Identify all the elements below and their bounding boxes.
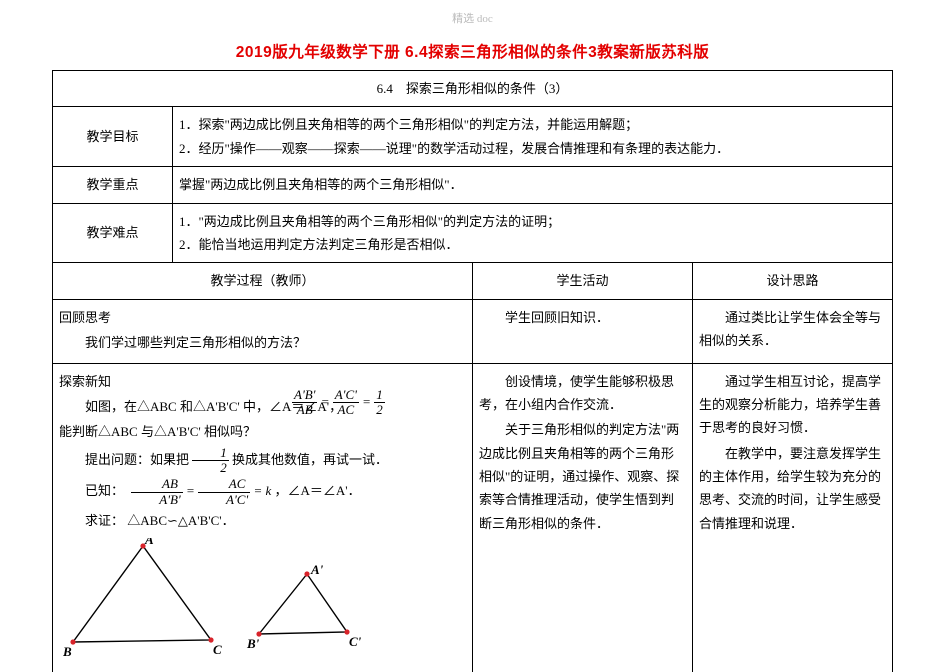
explore-process: 探索新知 如图，在△ABC 和△A'B'C' 中，∠A＝∠A'， 能判断△ABC…	[53, 363, 473, 672]
known-label: 已知：	[85, 483, 124, 498]
head-process: 教学过程（教师）	[53, 263, 473, 299]
svg-text:C: C	[213, 642, 222, 657]
explore-line1b: 能判断△ABC 与△A'B'C' 相似吗？	[59, 420, 466, 443]
explore-idea-2: 在教学中，要注意发挥学生的主体作用，给学生较为充分的思考、交流的时间，让学生感受…	[699, 442, 886, 536]
svg-text:B': B'	[246, 636, 260, 651]
goal-item-2: 2．经历"操作——观察——探索——说理"的数学活动过程，发展合情推理和有条理的表…	[179, 137, 886, 160]
focus-text: 掌握"两边成比例且夹角相等的两个三角形相似"．	[179, 177, 463, 192]
watermark-text: 精选 doc	[452, 10, 493, 26]
prove-text: △ABC∽△A'B'C'．	[127, 513, 234, 528]
goal-item-1: 1．探索"两边成比例且夹角相等的两个三角形相似"的判定方法，并能运用解题；	[179, 113, 886, 136]
explore-line2a: 提出问题：如果把	[85, 451, 189, 466]
explore-heading: 探索新知	[59, 370, 466, 393]
ratio-equation-overlay: A'B'AB = A'C'AC = 12	[292, 388, 385, 418]
explore-idea-1: 通过学生相互讨论，提高学生的观察分析能力，培养学生善于思考的良好习惯．	[699, 370, 886, 440]
explore-idea: 通过学生相互讨论，提高学生的观察分析能力，培养学生善于思考的良好习惯． 在教学中…	[693, 363, 893, 672]
svg-text:B: B	[63, 644, 72, 658]
diff-item-2: 2．能恰当地运用判定方法判定三角形是否相似．	[179, 233, 886, 256]
prove-label: 求证：	[85, 513, 124, 528]
focus-content: 掌握"两边成比例且夹角相等的两个三角形相似"．	[173, 167, 893, 203]
label-difficulty: 教学难点	[53, 203, 173, 263]
explore-known: 已知： ABA'B' = ACA'C' = k ，∠A＝∠A'．	[59, 477, 466, 507]
difficulty-content: 1．"两边成比例且夹角相等的两个三角形相似"的判定方法的证明； 2．能恰当地运用…	[173, 203, 893, 263]
known-tail: ，∠A＝∠A'．	[275, 483, 361, 498]
page-title: 2019版九年级数学下册 6.4探索三角形相似的条件3教案新版苏科版	[52, 40, 893, 62]
svg-text:A': A'	[310, 562, 324, 577]
section-title: 6.4 探索三角形相似的条件（3）	[53, 71, 893, 107]
lesson-plan-table: 6.4 探索三角形相似的条件（3） 教学目标 1．探索"两边成比例且夹角相等的两…	[52, 70, 893, 672]
recall-process: 回顾思考 我们学过哪些判定三角形相似的方法？	[53, 299, 473, 363]
row-focus: 教学重点 掌握"两边成比例且夹角相等的两个三角形相似"．	[53, 167, 893, 203]
row-goal: 教学目标 1．探索"两边成比例且夹角相等的两个三角形相似"的判定方法，并能运用解…	[53, 107, 893, 167]
label-goal: 教学目标	[53, 107, 173, 167]
section-head-row: 教学过程（教师） 学生活动 设计思路	[53, 263, 893, 299]
explore-act-2: 关于三角形相似的判定方法"两边成比例且夹角相等的两个三角形相似"的证明，通过操作…	[479, 418, 686, 535]
triangle-small: A' B' C'	[246, 562, 362, 651]
explore-line2: 提出问题：如果把 12 换成其他数值，再试一试．	[59, 446, 466, 476]
head-idea: 设计思路	[693, 263, 893, 299]
recall-activity: 学生回顾旧知识．	[473, 299, 693, 363]
explore-line2b: 换成其他数值，再试一试．	[232, 451, 388, 466]
triangle-diagram: A B C A' B' C'	[63, 538, 363, 658]
recall-heading: 回顾思考	[59, 306, 466, 329]
explore-act-1: 创设情境，使学生能够积极思考，在小组内合作交流．	[479, 370, 686, 417]
recall-idea-text: 通过类比让学生体会全等与相似的关系．	[699, 306, 886, 353]
svg-text:A: A	[144, 538, 154, 547]
row-explore: 探索新知 如图，在△ABC 和△A'B'C' 中，∠A＝∠A'， 能判断△ABC…	[53, 363, 893, 672]
diff-item-1: 1．"两边成比例且夹角相等的两个三角形相似"的判定方法的证明；	[179, 210, 886, 233]
row-difficulty: 教学难点 1．"两边成比例且夹角相等的两个三角形相似"的判定方法的证明； 2．能…	[53, 203, 893, 263]
label-focus: 教学重点	[53, 167, 173, 203]
svg-text:C': C'	[349, 634, 362, 649]
recall-idea: 通过类比让学生体会全等与相似的关系．	[693, 299, 893, 363]
goal-content: 1．探索"两边成比例且夹角相等的两个三角形相似"的判定方法，并能运用解题； 2．…	[173, 107, 893, 167]
recall-question: 我们学过哪些判定三角形相似的方法？	[59, 331, 466, 354]
triangle-large: A B C	[63, 538, 222, 658]
section-title-row: 6.4 探索三角形相似的条件（3）	[53, 71, 893, 107]
recall-activity-text: 学生回顾旧知识．	[479, 306, 686, 329]
known-formula: ABA'B' = ACA'C' = k	[127, 483, 274, 498]
explore-line1a: 如图，在△ABC 和△A'B'C' 中，∠A＝∠A'，	[59, 395, 466, 418]
explore-prove: 求证： △ABC∽△A'B'C'．	[59, 509, 466, 532]
explore-activity: 创设情境，使学生能够积极思考，在小组内合作交流． 关于三角形相似的判定方法"两边…	[473, 363, 693, 672]
row-recall: 回顾思考 我们学过哪些判定三角形相似的方法？ 学生回顾旧知识． 通过类比让学生体…	[53, 299, 893, 363]
fraction-half: 12	[192, 446, 229, 476]
head-activity: 学生活动	[473, 263, 693, 299]
